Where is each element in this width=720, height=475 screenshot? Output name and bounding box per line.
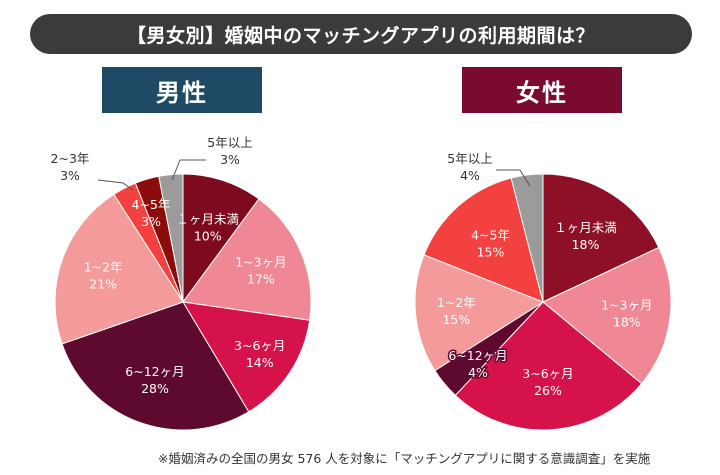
slice-label: 6~12ヶ月	[448, 348, 507, 363]
pie-slice	[61, 301, 250, 431]
pie-slice	[510, 173, 544, 303]
slice-label: 6~12ヶ月	[125, 364, 184, 379]
slice-value: 15%	[442, 312, 470, 327]
pie-slice	[182, 173, 260, 304]
leader-line	[496, 169, 531, 187]
pie-0: １ヶ月未満 10% 1~3ヶ月 17% 3~6ヶ月 14% 6~12ヶ月 28% 1~2年 21%…	[51, 135, 312, 431]
slice-value: 4%	[460, 168, 480, 183]
slice-label: 1~2年	[437, 295, 476, 310]
slice-value: 14%	[246, 355, 274, 370]
male-label: 男性	[102, 67, 262, 113]
slice-label: 1~3ヶ月	[235, 254, 286, 269]
slice-value: 3%	[60, 168, 80, 183]
slice-label: 1~2年	[84, 259, 123, 274]
pie-slice	[542, 246, 672, 385]
slice-label: 4~5年	[471, 227, 510, 242]
slice-value: 4%	[468, 365, 488, 380]
slice-label: 5年以上	[207, 135, 252, 150]
female-label: 女性	[462, 67, 622, 113]
female-label-text: 女性	[516, 78, 568, 107]
slice-value: 21%	[89, 276, 117, 291]
pie-slice	[414, 254, 545, 372]
slice-value: 3%	[141, 214, 161, 229]
pie-1: １ヶ月未満 18% 1~3ヶ月 18% 3~6ヶ月 26% 6~12ヶ月 4% 1~2年 15% 4…	[414, 151, 672, 431]
slice-value: 15%	[477, 244, 505, 259]
footnote: ※婚姻済みの全国の男女 576 人を対象に「マッチングアプリに関する意識調査」を…	[158, 451, 651, 466]
pie-slice	[423, 177, 544, 303]
leader-line	[97, 179, 134, 191]
slice-value: 18%	[613, 315, 641, 330]
chart-title: 【男女別】婚姻中のマッチングアプリの利用期間は？	[126, 24, 595, 47]
male-label-text: 男性	[156, 78, 208, 107]
slice-label: 1~3ヶ月	[601, 298, 652, 313]
slice-label: １ヶ月未満	[177, 212, 240, 227]
chart-title-bar: 【男女別】婚姻中のマッチングアプリの利用期間は？	[30, 14, 692, 54]
pie-slice	[182, 198, 312, 321]
slice-label: 5年以上	[447, 151, 492, 166]
slice-label: １ヶ月未満	[554, 220, 617, 235]
slice-value: 26%	[534, 383, 562, 398]
leader-line	[171, 159, 206, 181]
slice-value: 17%	[247, 271, 275, 286]
slice-label: 4~5年	[132, 197, 171, 212]
slice-label: 2~3年	[51, 151, 90, 166]
slice-value: 10%	[194, 229, 222, 244]
pie-slice	[158, 173, 184, 303]
slice-value: 18%	[572, 237, 600, 252]
slice-label: 3~6ヶ月	[522, 366, 573, 381]
pie-slice	[542, 173, 660, 303]
pie-slice	[54, 193, 184, 345]
pie-slice	[182, 301, 311, 413]
slice-label: 3~6ヶ月	[234, 338, 285, 353]
pie-slice	[454, 301, 643, 431]
slice-value: 3%	[220, 152, 240, 167]
slice-value: 28%	[141, 381, 169, 396]
